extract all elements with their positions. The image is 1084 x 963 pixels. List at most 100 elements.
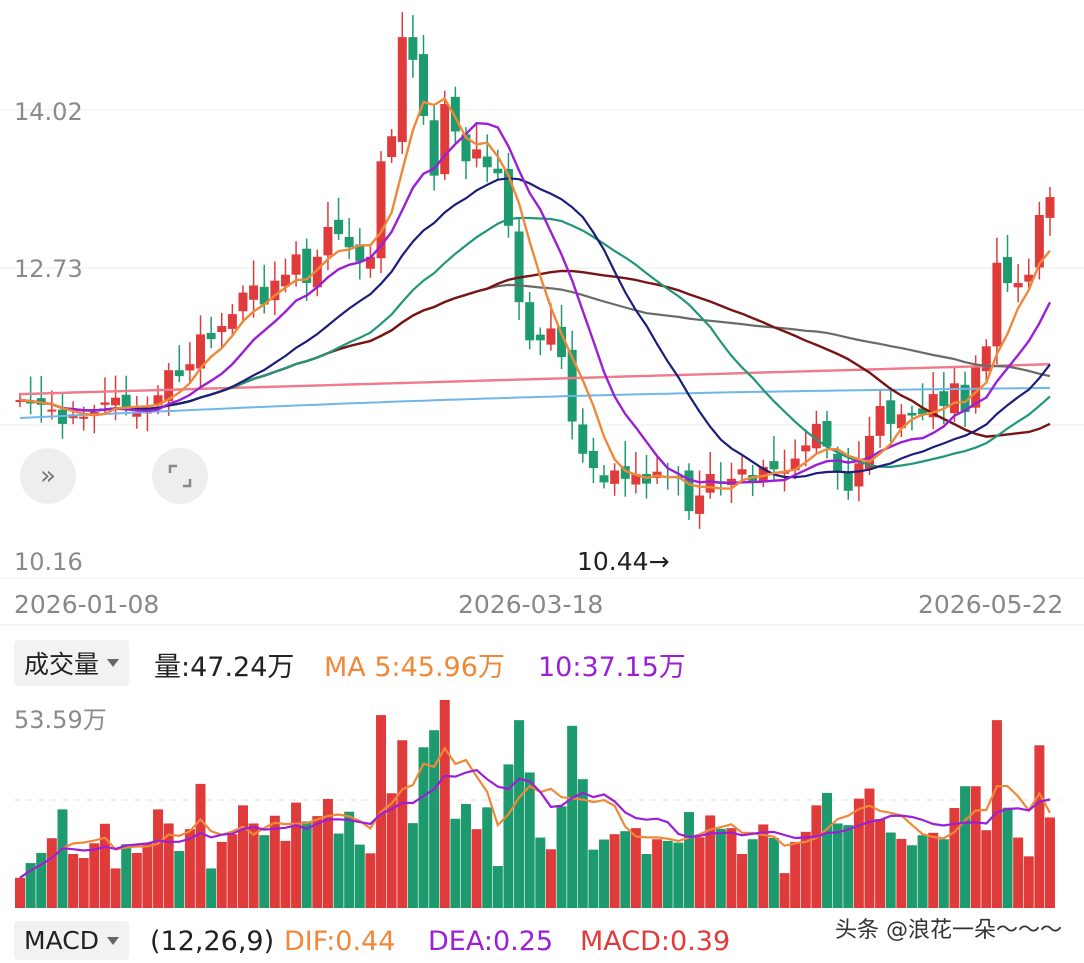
macd-selector-button[interactable]: MACD [14,921,129,960]
volume-bar [1045,817,1055,908]
volume-bar [588,849,599,908]
candle-body [1024,274,1034,282]
volume-bar [875,819,886,908]
candle-body [833,453,843,472]
candle-body [981,346,991,372]
candle-body [164,370,174,401]
volume-bar [460,804,471,908]
candle-body [270,280,280,301]
volume-selector-button[interactable]: 成交量 [14,640,130,686]
volume-bar [556,806,567,908]
volume-bar [492,866,503,908]
candle-body [769,461,779,470]
candle-body [227,314,237,329]
candle-body [111,397,121,406]
candle-body [918,408,928,415]
volume-bar [280,840,291,908]
candle-body [291,254,301,275]
volume-bar [800,831,811,908]
volume-bar [482,807,493,908]
min-price-marker: 10.44→ [577,547,670,576]
candle-body [238,292,248,312]
ma5-line [19,96,1051,490]
candle-body [790,458,800,471]
candle-body [960,384,970,412]
volume-bar [25,863,36,908]
volume-bar [439,700,450,908]
candle-body [854,463,864,487]
candle-body [355,244,365,262]
volume-bar [174,850,185,908]
volume-bar [641,853,652,908]
volume-bar [853,798,864,908]
candle-body [312,256,322,288]
candle-body [939,391,949,407]
volume-bar [312,816,323,908]
volume-bar [301,821,312,908]
volume-ma10: 10:37.15万 [538,652,686,683]
candle-body [461,134,471,162]
volume-bar [885,832,896,908]
volume-bar [673,842,684,908]
price-tick-high: 14.02 [14,98,83,126]
volume-bar [843,825,854,908]
volume-bar [386,793,397,908]
candle-body [47,409,57,412]
volume-bar [747,839,758,908]
volume-bar [333,833,344,908]
volume-bar [78,858,89,908]
volume-bar [1013,837,1024,908]
volume-bar [928,832,939,908]
candle-body [280,274,290,287]
volume-bar [57,809,68,908]
volume-bar [790,841,801,908]
candle-body [100,402,110,405]
candle-body [684,470,694,512]
volume-bar [259,835,270,908]
fullscreen-button[interactable] [152,448,208,504]
volume-bar [630,828,641,908]
volume-bar [609,834,620,908]
watermark: 头条 @浪花一朵～～～ [835,918,1062,943]
volume-bar [960,786,971,908]
candle-body [822,421,832,447]
dropdown-caret-icon [107,659,120,667]
candle-body [928,394,938,418]
volume-bar [567,725,578,908]
candle-body [525,302,535,341]
volume-bar [227,834,238,908]
volume-bar [131,852,142,908]
volume-bar [195,783,206,908]
volume-bar [163,823,174,908]
candle-body [758,466,768,482]
volume-bar [1002,807,1013,908]
volume-bar [354,844,365,908]
fullscreen-icon [168,464,192,488]
volume-bar [418,747,429,908]
candle-body [482,156,492,168]
volume-bar [429,730,440,908]
candle-body [949,383,959,414]
candle-body [440,104,450,175]
candle-body [907,412,917,416]
volume-bar [89,843,100,908]
volume-bar [652,839,663,908]
candle-body [875,406,885,436]
volume-bar [981,830,992,908]
candle-body [344,236,354,248]
volume-bar [68,853,79,908]
volume-bar [1034,745,1045,908]
candle-body [546,328,556,345]
volume-bar [503,764,514,908]
expand-arrows-button[interactable]: » [20,448,76,504]
volume-bar [397,740,408,908]
candle-body [992,262,1002,347]
macd-params: (12,26,9) [150,926,275,957]
candle-body [387,136,397,158]
volume-bar [545,849,556,908]
candle-body [737,469,747,475]
candle-body [408,37,418,60]
candle-body [886,400,896,424]
ma10-line [19,121,1052,484]
